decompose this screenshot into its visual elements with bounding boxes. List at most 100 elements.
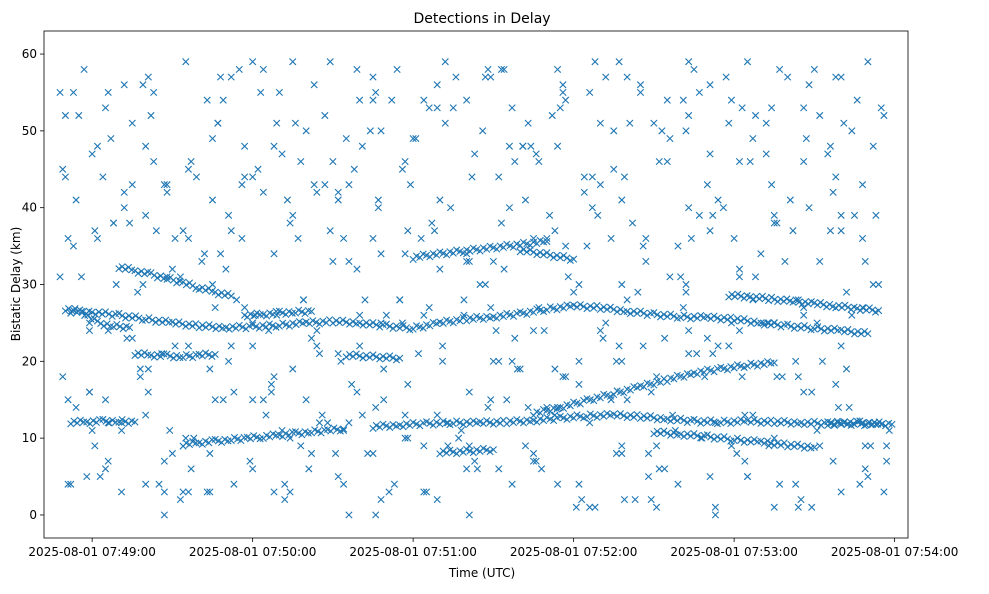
scatter-marker [206, 449, 214, 458]
track-marker-track-o [529, 248, 538, 256]
scatter-marker [714, 196, 722, 204]
scatter-marker [508, 104, 516, 112]
track-marker-track-c [214, 291, 222, 299]
track-marker-track-a [359, 321, 367, 329]
scatter-marker [524, 403, 532, 411]
track-marker-track-a [847, 328, 855, 336]
scatter-marker [751, 273, 760, 281]
track-marker-track-j [758, 292, 766, 300]
scatter-marker [759, 319, 768, 327]
track-marker-track-j [810, 299, 818, 307]
scatter-marker [479, 127, 487, 135]
scatter-marker [59, 165, 67, 173]
track-marker-track-a [844, 325, 852, 334]
scatter-marker [398, 319, 407, 327]
track-marker-track-b [61, 307, 69, 315]
scatter-marker [508, 357, 516, 365]
scatter-marker [307, 334, 316, 342]
scatter-marker [615, 58, 623, 66]
track-marker-track-a [580, 302, 588, 311]
scatter-marker [599, 334, 607, 342]
scatter-marker [64, 396, 72, 404]
scatter-marker [104, 327, 112, 335]
scatter-marker [286, 434, 294, 442]
scatter-marker [142, 142, 150, 150]
track-marker-track-j [868, 306, 877, 314]
track-marker-track-g [760, 417, 768, 425]
scatter-marker [487, 303, 495, 312]
track-marker-track-g [663, 415, 671, 423]
scatter-marker [88, 426, 96, 435]
scatter-marker [562, 96, 570, 104]
scatter-marker [495, 357, 503, 365]
track-marker-track-a [188, 322, 197, 330]
track-marker-track-a [235, 321, 243, 329]
scatter-marker [874, 280, 883, 289]
scatter-marker [553, 480, 562, 488]
scatter-marker [409, 134, 417, 143]
track-marker-track-o [563, 254, 571, 262]
track-marker-track-a [757, 319, 765, 327]
scatter-marker [709, 211, 717, 219]
track-marker-track-g [456, 419, 464, 427]
scatter-marker [792, 357, 800, 365]
scatter-marker [259, 188, 267, 196]
scatter-marker [781, 257, 789, 266]
scatter-marker [655, 465, 663, 473]
y-tick-label: 40 [22, 201, 37, 215]
scatter-marker [417, 234, 425, 242]
track-marker-track-a [382, 320, 390, 328]
track-marker-track-j [826, 300, 834, 309]
track-marker-track-a [185, 320, 193, 328]
scatter-marker [377, 319, 385, 327]
scatter-marker [620, 496, 629, 504]
scatter-marker [612, 449, 621, 458]
track-marker-track-a [105, 310, 113, 318]
scatter-marker [826, 227, 835, 235]
scatter-marker [356, 311, 364, 319]
track-marker-track-a [369, 319, 377, 327]
scatter-marker [463, 257, 471, 266]
track-marker-track-g [707, 416, 715, 424]
scatter-marker [596, 119, 604, 127]
track-marker-track-d [208, 352, 216, 360]
scatter-marker [725, 119, 733, 127]
track-marker-track-o [526, 246, 534, 254]
scatter-marker [158, 350, 166, 358]
track-marker-track-a [797, 324, 805, 332]
track-marker-track-a [800, 321, 808, 330]
scatter-marker [128, 181, 136, 189]
scatter-marker [61, 173, 69, 181]
track-marker-track-p [888, 420, 896, 428]
track-marker-track-j [865, 304, 873, 312]
track-marker-track-a [205, 321, 213, 329]
track-marker-track-b [126, 323, 134, 332]
scatter-marker [743, 472, 752, 481]
track-marker-track-o [533, 251, 541, 259]
track-marker-track-i [650, 430, 658, 438]
track-marker-track-g [603, 409, 611, 418]
scatter-marker [227, 342, 235, 350]
track-marker-track-g [643, 414, 651, 422]
track-marker-track-i [747, 438, 755, 446]
scatter-marker [441, 119, 449, 127]
scatter-marker [578, 496, 586, 504]
scatter-marker [83, 472, 91, 481]
scatter-marker [273, 311, 281, 319]
scatter-marker [770, 219, 778, 227]
scatter-marker [216, 73, 225, 81]
scatter-marker [861, 465, 869, 473]
scatter-marker [334, 472, 342, 481]
scatter-marker [206, 365, 214, 373]
scatter-marker [626, 119, 634, 127]
track-marker-track-a [784, 320, 792, 328]
track-marker-track-a [633, 309, 641, 318]
track-marker-track-g [667, 417, 675, 425]
scatter-marker [824, 150, 832, 158]
scatter-marker [532, 150, 540, 158]
scatter-marker [746, 158, 754, 166]
scatter-marker [805, 204, 813, 212]
track-marker-track-a [125, 312, 133, 320]
scatter-marker [420, 311, 428, 319]
scatter-marker [104, 88, 112, 97]
